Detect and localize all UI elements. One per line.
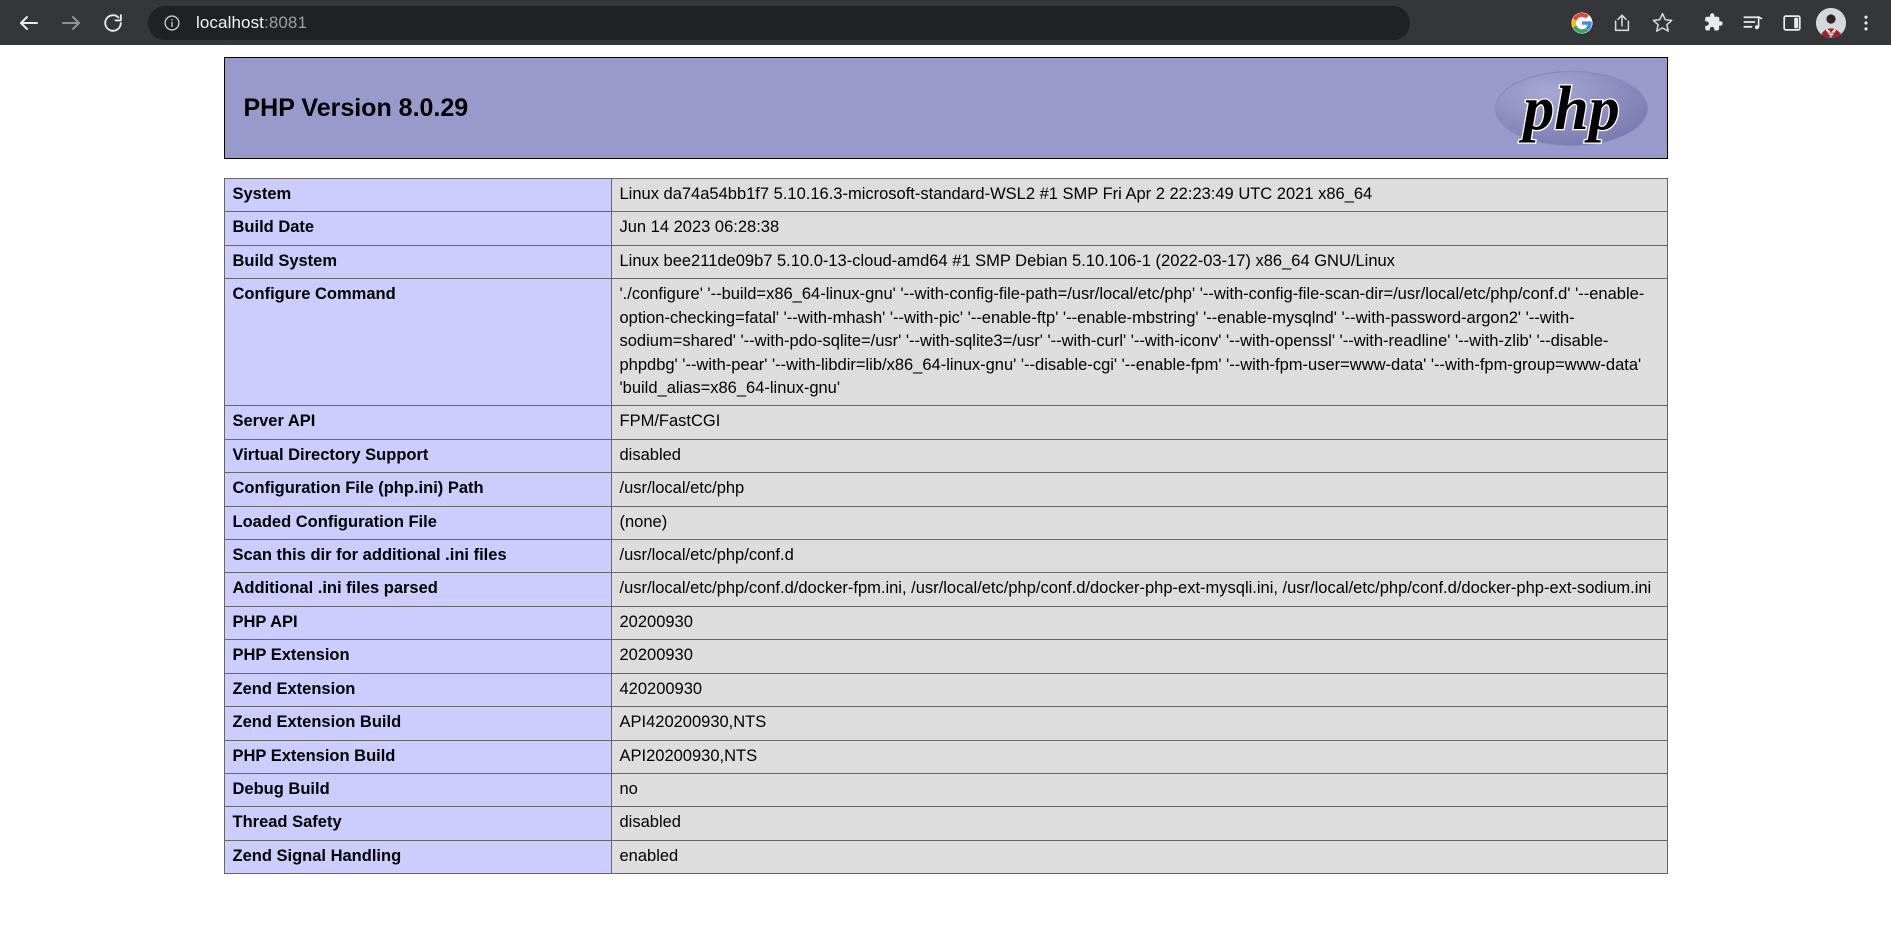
row-label: Additional .ini files parsed: [223, 572, 612, 607]
row-value: /usr/local/etc/php/conf.d: [610, 539, 1668, 574]
row-label: PHP Extension Build: [223, 739, 612, 775]
row-value: API420200930,NTS: [610, 706, 1668, 741]
row-label: PHP Extension: [223, 639, 612, 674]
row-value: /usr/local/etc/php: [610, 472, 1668, 507]
page-content: PHP Version 8.0.29 php: [0, 45, 1891, 952]
row-label: Scan this dir for additional .ini files: [223, 539, 612, 574]
phpinfo-table: System Linux da74a54bb1f7 5.10.16.3-micr…: [223, 177, 1668, 875]
row-value: API20200930,NTS: [610, 739, 1668, 775]
phpinfo-table-body: System Linux da74a54bb1f7 5.10.16.3-micr…: [223, 177, 1668, 875]
php-logo-icon: php: [1494, 67, 1649, 150]
back-button[interactable]: [10, 4, 48, 42]
table-row: Loaded Configuration File (none): [223, 505, 1668, 541]
table-row: Zend Extension 420200930: [223, 672, 1668, 708]
row-label: Build Date: [223, 211, 612, 246]
table-row: Debug Build no: [223, 773, 1668, 808]
avatar: [1816, 7, 1846, 38]
address-bar[interactable]: localhost:8081: [148, 5, 1410, 40]
php-version-banner: PHP Version 8.0.29 php: [223, 57, 1668, 159]
row-value: /usr/local/etc/php/conf.d/docker-fpm.ini…: [610, 572, 1668, 607]
extensions-puzzle-icon[interactable]: [1693, 4, 1731, 42]
table-row: Virtual Directory Support disabled: [223, 438, 1668, 474]
row-label: Debug Build: [223, 773, 612, 808]
page-title: PHP Version 8.0.29: [243, 93, 469, 122]
row-value: './configure' '--build=x86_64-linux-gnu'…: [610, 278, 1668, 407]
row-label: Loaded Configuration File: [223, 505, 612, 541]
table-row: Server API FPM/FastCGI: [223, 405, 1668, 440]
row-label: Build System: [223, 244, 612, 280]
table-row: Build Date Jun 14 2023 06:28:38: [223, 211, 1668, 246]
row-value: FPM/FastCGI: [610, 405, 1668, 440]
site-info-icon[interactable]: [162, 13, 182, 33]
table-row: Thread Safety disabled: [223, 806, 1668, 841]
table-row: Build System Linux bee211de09b7 5.10.0-1…: [223, 244, 1668, 280]
toolbar-actions: [1563, 4, 1881, 42]
forward-button[interactable]: [52, 4, 90, 42]
table-row: PHP Extension Build API20200930,NTS: [223, 739, 1668, 775]
bookmark-star-icon[interactable]: [1643, 4, 1681, 42]
table-row: PHP API 20200930: [223, 605, 1668, 641]
back-arrow-icon: [20, 15, 38, 30]
row-label: PHP API: [223, 605, 612, 641]
row-label: Virtual Directory Support: [223, 438, 612, 474]
table-row: Configure Command './configure' '--build…: [223, 278, 1668, 407]
url-port: :8081: [264, 12, 308, 32]
php-logo-text: php: [1518, 75, 1619, 143]
table-row: System Linux da74a54bb1f7 5.10.16.3-micr…: [223, 177, 1668, 213]
forward-arrow-icon: [62, 15, 80, 30]
table-row: Configuration File (php.ini) Path /usr/l…: [223, 472, 1668, 507]
row-label: Configuration File (php.ini) Path: [223, 472, 612, 507]
row-value: disabled: [610, 806, 1668, 841]
row-value: Jun 14 2023 06:28:38: [610, 211, 1668, 246]
row-label: Thread Safety: [223, 806, 612, 841]
table-row: PHP Extension 20200930: [223, 639, 1668, 674]
phpinfo-container: PHP Version 8.0.29 php: [223, 45, 1668, 875]
browser-toolbar: localhost:8081: [0, 0, 1891, 45]
row-label: Configure Command: [223, 278, 612, 407]
reading-list-icon[interactable]: [1733, 4, 1771, 42]
row-value: 20200930: [610, 605, 1668, 641]
url-text: localhost:8081: [196, 13, 307, 33]
row-label: Zend Extension: [223, 672, 612, 708]
row-label: Zend Extension Build: [223, 706, 612, 741]
url-host: localhost: [196, 12, 264, 32]
table-row: Additional .ini files parsed /usr/local/…: [223, 572, 1668, 607]
table-row: Zend Signal Handling enabled: [223, 839, 1668, 875]
row-value: 20200930: [610, 639, 1668, 674]
row-value: (none): [610, 505, 1668, 541]
side-panel-icon[interactable]: [1773, 4, 1811, 42]
reload-button[interactable]: [94, 4, 132, 42]
google-search-icon[interactable]: [1563, 4, 1601, 42]
reload-icon: [104, 13, 122, 32]
row-value: no: [610, 773, 1668, 808]
profile-avatar[interactable]: [1813, 4, 1849, 42]
share-icon[interactable]: [1603, 4, 1641, 42]
row-value: 420200930: [610, 672, 1668, 708]
row-value: enabled: [610, 839, 1668, 875]
row-label: System: [223, 177, 612, 213]
row-label: Server API: [223, 405, 612, 440]
row-value: disabled: [610, 438, 1668, 474]
row-value: Linux bee211de09b7 5.10.0-13-cloud-amd64…: [610, 244, 1668, 280]
row-label: Zend Signal Handling: [223, 839, 612, 875]
table-row: Zend Extension Build API420200930,NTS: [223, 706, 1668, 741]
table-row: Scan this dir for additional .ini files …: [223, 539, 1668, 574]
row-value: Linux da74a54bb1f7 5.10.16.3-microsoft-s…: [610, 177, 1668, 213]
chrome-menu-icon[interactable]: [1851, 4, 1881, 42]
